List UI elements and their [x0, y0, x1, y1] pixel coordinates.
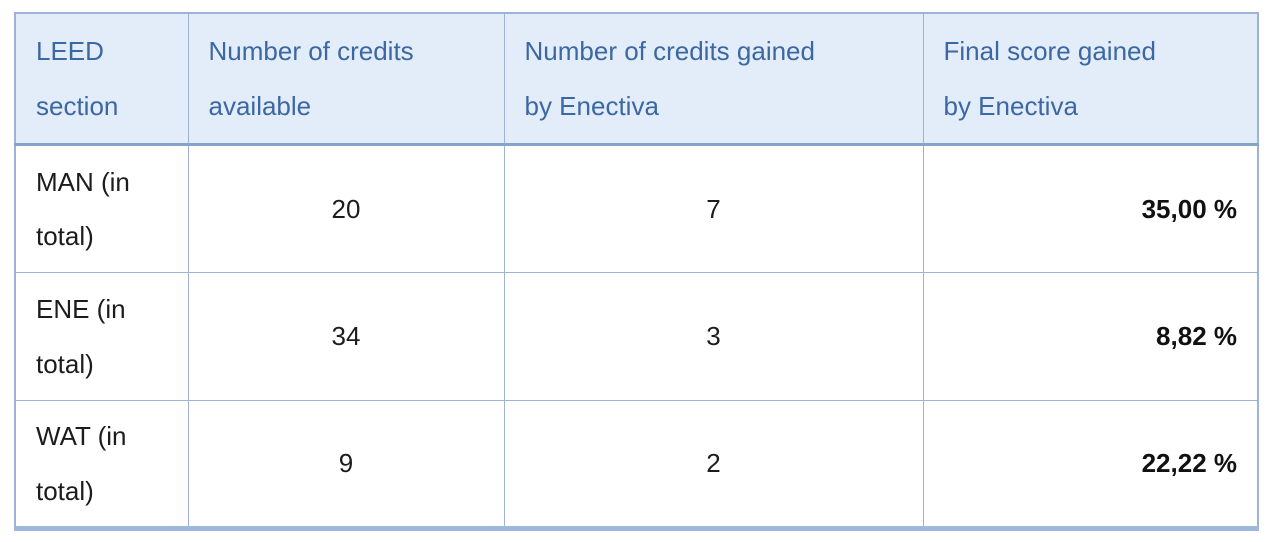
table-header-row: LEED section Number of credits available…	[14, 12, 1259, 147]
cell-final-score: 35,00 %	[922, 144, 1259, 274]
cell-leed-section: MAN (in total)	[14, 144, 189, 274]
cell-leed-section: WAT (in total)	[14, 400, 189, 530]
header-line: LEED	[36, 36, 104, 66]
column-header-leed-section: LEED section	[14, 12, 189, 147]
cell-credits-gained: 7	[503, 144, 924, 274]
header-line: available	[208, 90, 312, 121]
header-line: Number of credits gained	[524, 36, 815, 66]
cell-credits-available: 9	[187, 400, 505, 530]
table-row-man: MAN (in total) 20 7 35,00 %	[14, 144, 1259, 274]
header-line: Number of credits	[208, 36, 414, 66]
table-row-ene: ENE (in total) 34 3 8,82 %	[14, 272, 1259, 402]
header-line: by Enectiva	[943, 90, 1078, 121]
cell-leed-section: ENE (in total)	[14, 272, 189, 402]
leed-credits-table: LEED section Number of credits available…	[14, 12, 1259, 532]
header-line: section	[36, 90, 119, 121]
cell-credits-gained: 2	[503, 400, 924, 530]
column-header-credits-gained: Number of credits gained by Enectiva	[503, 12, 924, 147]
table-row-wat: WAT (in total) 9 2 22,22 %	[14, 400, 1259, 530]
header-line: Final score gained	[943, 36, 1156, 66]
cell-final-score: 8,82 %	[922, 272, 1259, 402]
cell-credits-available: 34	[187, 272, 505, 402]
header-line: by Enectiva	[524, 90, 659, 121]
column-header-final-score: Final score gained by Enectiva	[922, 12, 1259, 147]
cell-credits-available: 20	[187, 144, 505, 274]
column-header-credits-available: Number of credits available	[187, 12, 505, 147]
cell-final-score: 22,22 %	[922, 400, 1259, 530]
cell-credits-gained: 3	[503, 272, 924, 402]
